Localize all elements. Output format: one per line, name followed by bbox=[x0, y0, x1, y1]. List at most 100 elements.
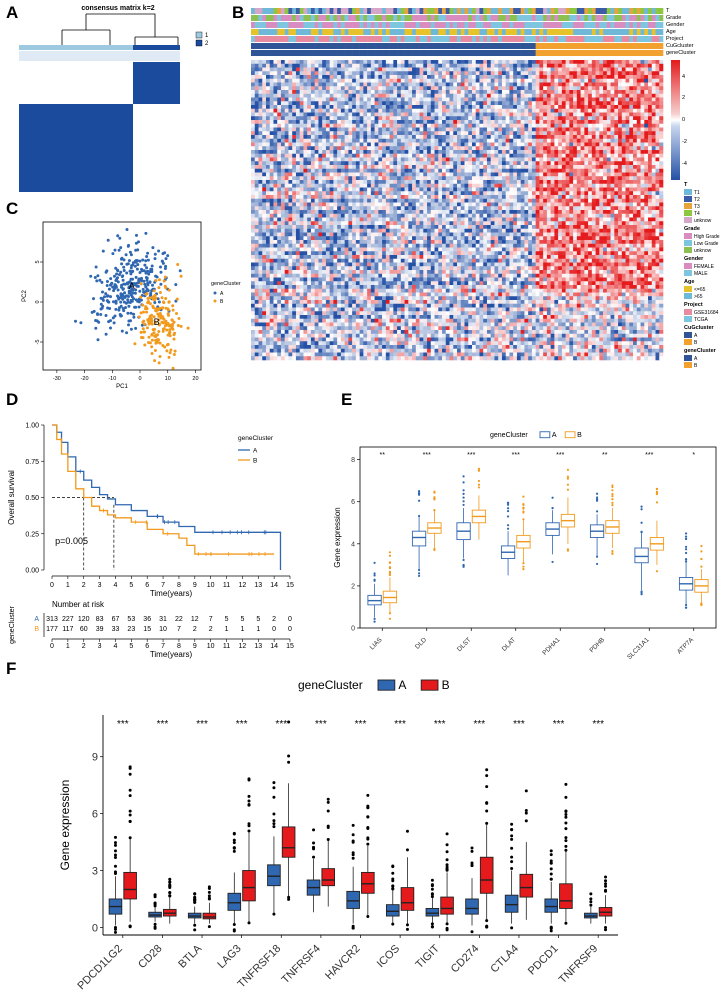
heatmap-cell bbox=[397, 86, 402, 91]
heatmap-cell bbox=[273, 157, 278, 162]
annotation-cell bbox=[355, 22, 360, 28]
heatmap-cell bbox=[591, 108, 596, 113]
annotation-cell bbox=[554, 8, 559, 14]
heatmap-cell bbox=[468, 127, 473, 132]
heatmap-cell bbox=[337, 105, 342, 110]
heatmap-cell bbox=[280, 165, 286, 170]
heatmap-cell bbox=[393, 165, 398, 170]
heatmap-cell bbox=[277, 108, 282, 113]
heatmap-cell bbox=[430, 112, 435, 117]
heatmap-cell bbox=[651, 97, 656, 102]
heatmap-cell bbox=[584, 78, 589, 83]
heatmap-cell bbox=[430, 131, 435, 136]
annotation-cell bbox=[636, 8, 641, 14]
heatmap-cell bbox=[333, 60, 338, 65]
heatmap-cell bbox=[382, 71, 387, 76]
heatmap-cell bbox=[468, 105, 473, 110]
heatmap-cell bbox=[385, 101, 390, 106]
heatmap-cell bbox=[363, 60, 368, 65]
heatmap-cell bbox=[284, 78, 289, 83]
heatmap-cell bbox=[280, 108, 286, 113]
heatmap-cell bbox=[561, 67, 566, 72]
heatmap-cell bbox=[501, 60, 506, 65]
heatmap-cell bbox=[565, 112, 570, 117]
heatmap-cell bbox=[565, 180, 570, 185]
heatmap-cell bbox=[299, 131, 304, 136]
annotation-cell bbox=[633, 22, 638, 28]
heatmap-cell bbox=[333, 157, 338, 162]
annotation-cell bbox=[584, 29, 589, 35]
annotation-cell bbox=[479, 15, 484, 21]
heatmap-cell bbox=[344, 120, 349, 125]
heatmap-cell bbox=[606, 161, 611, 166]
heatmap-cell bbox=[445, 75, 450, 80]
heatmap-cell bbox=[445, 60, 450, 65]
heatmap-cell bbox=[584, 195, 589, 200]
heatmap-cell bbox=[265, 157, 271, 162]
heatmap-cell bbox=[419, 153, 424, 158]
heatmap-cell bbox=[284, 142, 289, 147]
heatmap-cell bbox=[464, 180, 469, 185]
heatmap-cell bbox=[588, 138, 593, 143]
heatmap-cell bbox=[273, 161, 278, 166]
heatmap-cell bbox=[584, 142, 589, 147]
heatmap-cell bbox=[385, 127, 390, 132]
heatmap-cell bbox=[359, 63, 364, 68]
heatmap-cell bbox=[531, 191, 536, 196]
heatmap-cell bbox=[543, 138, 548, 143]
heatmap-cell bbox=[505, 138, 510, 143]
heatmap-cell bbox=[378, 120, 383, 125]
heatmap-cell bbox=[513, 146, 518, 151]
heatmap-cell bbox=[486, 187, 492, 192]
heatmap-cell bbox=[277, 198, 282, 203]
heatmap-cell bbox=[610, 78, 615, 83]
annotation-cell bbox=[468, 22, 473, 28]
heatmap-cell bbox=[393, 63, 398, 68]
annotation-cell bbox=[633, 36, 638, 42]
heatmap-cell bbox=[382, 131, 387, 136]
heatmap-cell bbox=[531, 180, 536, 185]
heatmap-cell bbox=[457, 161, 462, 166]
heatmap-cell bbox=[445, 146, 450, 151]
heatmap-cell bbox=[610, 176, 615, 181]
annotation-cell bbox=[513, 22, 518, 28]
heatmap-cell bbox=[614, 67, 619, 72]
heatmap-cell bbox=[490, 120, 495, 125]
heatmap-cell bbox=[561, 195, 566, 200]
heatmap-cell bbox=[277, 97, 282, 102]
heatmap-cell bbox=[292, 101, 297, 106]
heatmap-cell bbox=[310, 198, 315, 203]
heatmap-cell bbox=[314, 135, 319, 140]
annotation-cell bbox=[423, 50, 428, 56]
heatmap-cell bbox=[584, 153, 589, 158]
heatmap-cell bbox=[483, 108, 488, 113]
heatmap-cell bbox=[610, 105, 615, 110]
heatmap-cell bbox=[490, 157, 495, 162]
heatmap-cell bbox=[464, 176, 469, 181]
heatmap-cell bbox=[595, 195, 600, 200]
heatmap-cell bbox=[483, 187, 488, 192]
heatmap-cell bbox=[520, 105, 525, 110]
heatmap-cell bbox=[385, 176, 390, 181]
heatmap-cell bbox=[621, 150, 626, 155]
heatmap-cell bbox=[501, 93, 506, 98]
heatmap-cell bbox=[307, 93, 312, 98]
heatmap-cell bbox=[655, 198, 660, 203]
heatmap-cell bbox=[528, 93, 533, 98]
heatmap-cell bbox=[524, 180, 529, 185]
heatmap-cell bbox=[483, 101, 488, 106]
heatmap-cell bbox=[340, 131, 345, 136]
heatmap-cell bbox=[295, 60, 300, 65]
heatmap-cell bbox=[516, 90, 521, 95]
heatmap-cell bbox=[531, 120, 536, 125]
heatmap-cell bbox=[445, 150, 450, 155]
heatmap-cell bbox=[644, 168, 649, 173]
heatmap-cell bbox=[528, 172, 533, 177]
heatmap-cell bbox=[318, 71, 323, 76]
heatmap-cell bbox=[606, 198, 611, 203]
annotation-cell bbox=[483, 15, 488, 21]
heatmap-cell bbox=[546, 93, 551, 98]
annotation-cell bbox=[498, 50, 503, 56]
heatmap-cell bbox=[378, 116, 383, 121]
heatmap-cell bbox=[318, 198, 323, 203]
